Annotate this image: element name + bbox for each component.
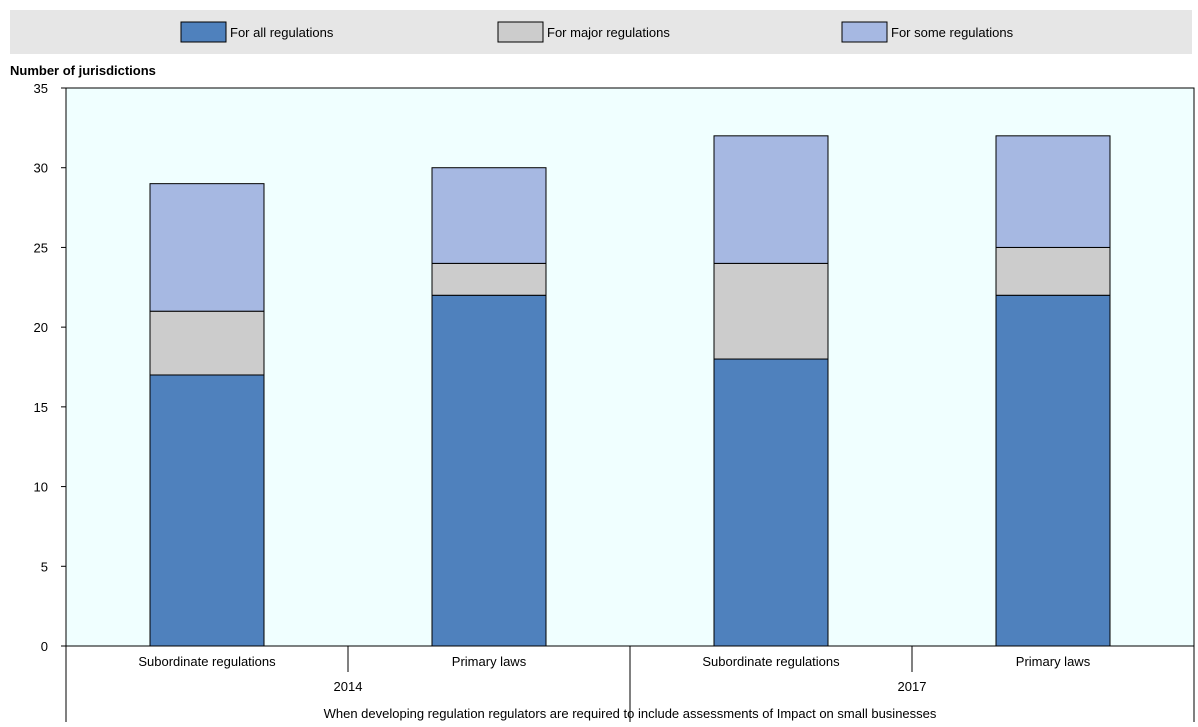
y-tick-label: 0	[41, 639, 48, 654]
x-axis-label: When developing regulation regulators ar…	[324, 706, 937, 721]
bar-segment-for-all-regulations	[431, 294, 547, 647]
y-tick-label: 15	[34, 400, 48, 415]
y-tick-label: 30	[34, 161, 48, 176]
legend-swatch	[180, 21, 227, 43]
x-tick-label: Subordinate regulations	[138, 654, 276, 669]
x-tick-label: Primary laws	[452, 654, 527, 669]
bar-segment-for-all-regulations	[149, 374, 265, 647]
legend-label: For all regulations	[230, 25, 334, 40]
y-axis: 0 5 10 15 20 25 30 35	[34, 81, 66, 654]
y-axis-label: Number of jurisdictions	[10, 63, 156, 78]
bar-segment-for-some-regulations	[431, 167, 547, 264]
x-tick-label: Primary laws	[1016, 654, 1091, 669]
bar-segment-for-some-regulations	[995, 135, 1111, 248]
legend-label: For some regulations	[891, 25, 1014, 40]
y-tick-label: 20	[34, 320, 48, 335]
legend-swatch	[841, 21, 888, 43]
bar-segment-for-major-regulations	[713, 262, 829, 360]
bar-segment-for-some-regulations	[149, 183, 265, 312]
y-tick-label: 10	[34, 480, 48, 495]
legend: For all regulations For major regulations…	[180, 21, 1014, 43]
x-group-label: 2014	[334, 679, 363, 694]
y-tick-label: 5	[41, 559, 48, 574]
x-tick-label: Subordinate regulations	[702, 654, 840, 669]
bar-segment-for-all-regulations	[995, 294, 1111, 647]
y-tick-label: 35	[34, 81, 48, 96]
bar-segment-for-major-regulations	[149, 310, 265, 376]
x-axis: Subordinate regulations Primary laws Subor…	[65, 646, 1195, 722]
bar-segment-for-major-regulations	[431, 262, 547, 296]
bar-segment-for-some-regulations	[713, 135, 829, 264]
x-group-label: 2017	[898, 679, 927, 694]
bar-segment-for-all-regulations	[713, 358, 829, 647]
legend-swatch	[497, 21, 544, 43]
bar-segment-for-major-regulations	[995, 246, 1111, 296]
legend-label: For major regulations	[547, 25, 670, 40]
bars	[149, 135, 1111, 647]
y-tick-label: 25	[34, 240, 48, 255]
